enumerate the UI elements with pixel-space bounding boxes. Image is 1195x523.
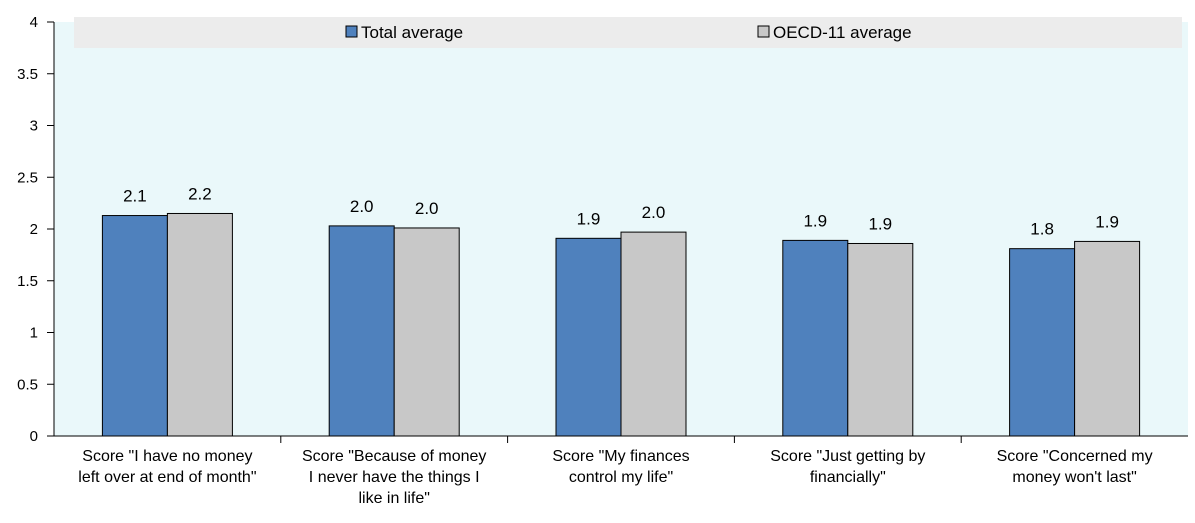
bars-group — [101, 212, 1141, 437]
x-category-label-line: Score "I have no money — [82, 448, 252, 465]
x-category-label: Score "Just getting by financially" — [770, 448, 925, 486]
bar-oecd-11-average-0 — [166, 212, 233, 437]
data-label: 1.9 — [1095, 212, 1119, 231]
y-tick-label: 0 — [30, 428, 38, 445]
data-labels-group: 2.1 2.0 1.9 1.9 1.8 2.2 2.0 2.0 1.9 1.9 — [123, 184, 1119, 238]
legend-label: Total average — [361, 23, 463, 42]
legend-background — [74, 17, 1182, 48]
legend: Total average OECD-11 average — [74, 17, 1182, 48]
data-label: 2.2 — [188, 184, 212, 203]
x-category-label-line: Score "Because of money — [302, 448, 486, 465]
bar-total-average-0 — [101, 215, 168, 437]
bar-oecd-11-average-4 — [1074, 240, 1141, 437]
bar-total-average-3 — [782, 239, 849, 437]
x-category-label-line: I never have the things I — [309, 469, 480, 486]
legend-swatch-1 — [757, 25, 770, 38]
data-label: 1.9 — [577, 209, 601, 228]
y-tick-label: 2.5 — [17, 169, 38, 186]
x-category-label-line: control my life" — [569, 469, 673, 486]
bar-oecd-11-average-1 — [393, 227, 460, 437]
x-category-label: Score "Concerned my money won't last" — [997, 448, 1153, 486]
legend-swatch-0 — [345, 25, 358, 38]
y-tick-label: 3 — [30, 118, 38, 135]
x-category-label-line: left over at end of month" — [78, 469, 256, 486]
y-tick-label: 1 — [30, 325, 38, 342]
data-label: 1.9 — [803, 211, 827, 230]
bar-total-average-4 — [1009, 248, 1076, 437]
data-label: 2.0 — [642, 203, 666, 222]
bar-total-average-2 — [555, 237, 622, 437]
x-category-label-line: Score "My finances — [552, 448, 689, 465]
data-label: 2.0 — [350, 197, 374, 216]
bar-total-average-1 — [328, 225, 395, 437]
x-category-label-line: like in life" — [358, 490, 429, 507]
y-tick-label: 0.5 — [17, 376, 38, 393]
bar-oecd-11-average-3 — [847, 242, 914, 437]
x-category-label: Score "My finances control my life" — [552, 448, 689, 486]
x-category-label-line: Score "Concerned my — [997, 448, 1153, 465]
data-label: 2.1 — [123, 187, 147, 206]
y-tick-label: 4 — [30, 14, 38, 31]
y-tick-label: 2 — [30, 221, 38, 238]
data-label: 2.0 — [415, 199, 439, 218]
data-label: 1.8 — [1030, 220, 1054, 239]
x-category-label-line: money won't last" — [1012, 469, 1136, 486]
legend-label: OECD-11 average — [773, 23, 912, 42]
y-tick-label: 3.5 — [17, 66, 38, 83]
data-label: 1.9 — [868, 214, 892, 233]
x-axis: Score "I have no money left over at end o… — [54, 435, 1188, 507]
y-axis: 0 0.5 1 1.5 2 2.5 3 3.5 4 — [17, 14, 55, 445]
x-category-label-line: Score "Just getting by — [770, 448, 925, 465]
bar-oecd-11-average-2 — [620, 231, 687, 437]
x-category-label: Score "Because of money I never have the … — [302, 448, 486, 507]
y-tick-label: 1.5 — [17, 273, 38, 290]
x-category-label: Score "I have no money left over at end o… — [78, 448, 256, 486]
x-category-label-line: financially" — [810, 469, 886, 486]
